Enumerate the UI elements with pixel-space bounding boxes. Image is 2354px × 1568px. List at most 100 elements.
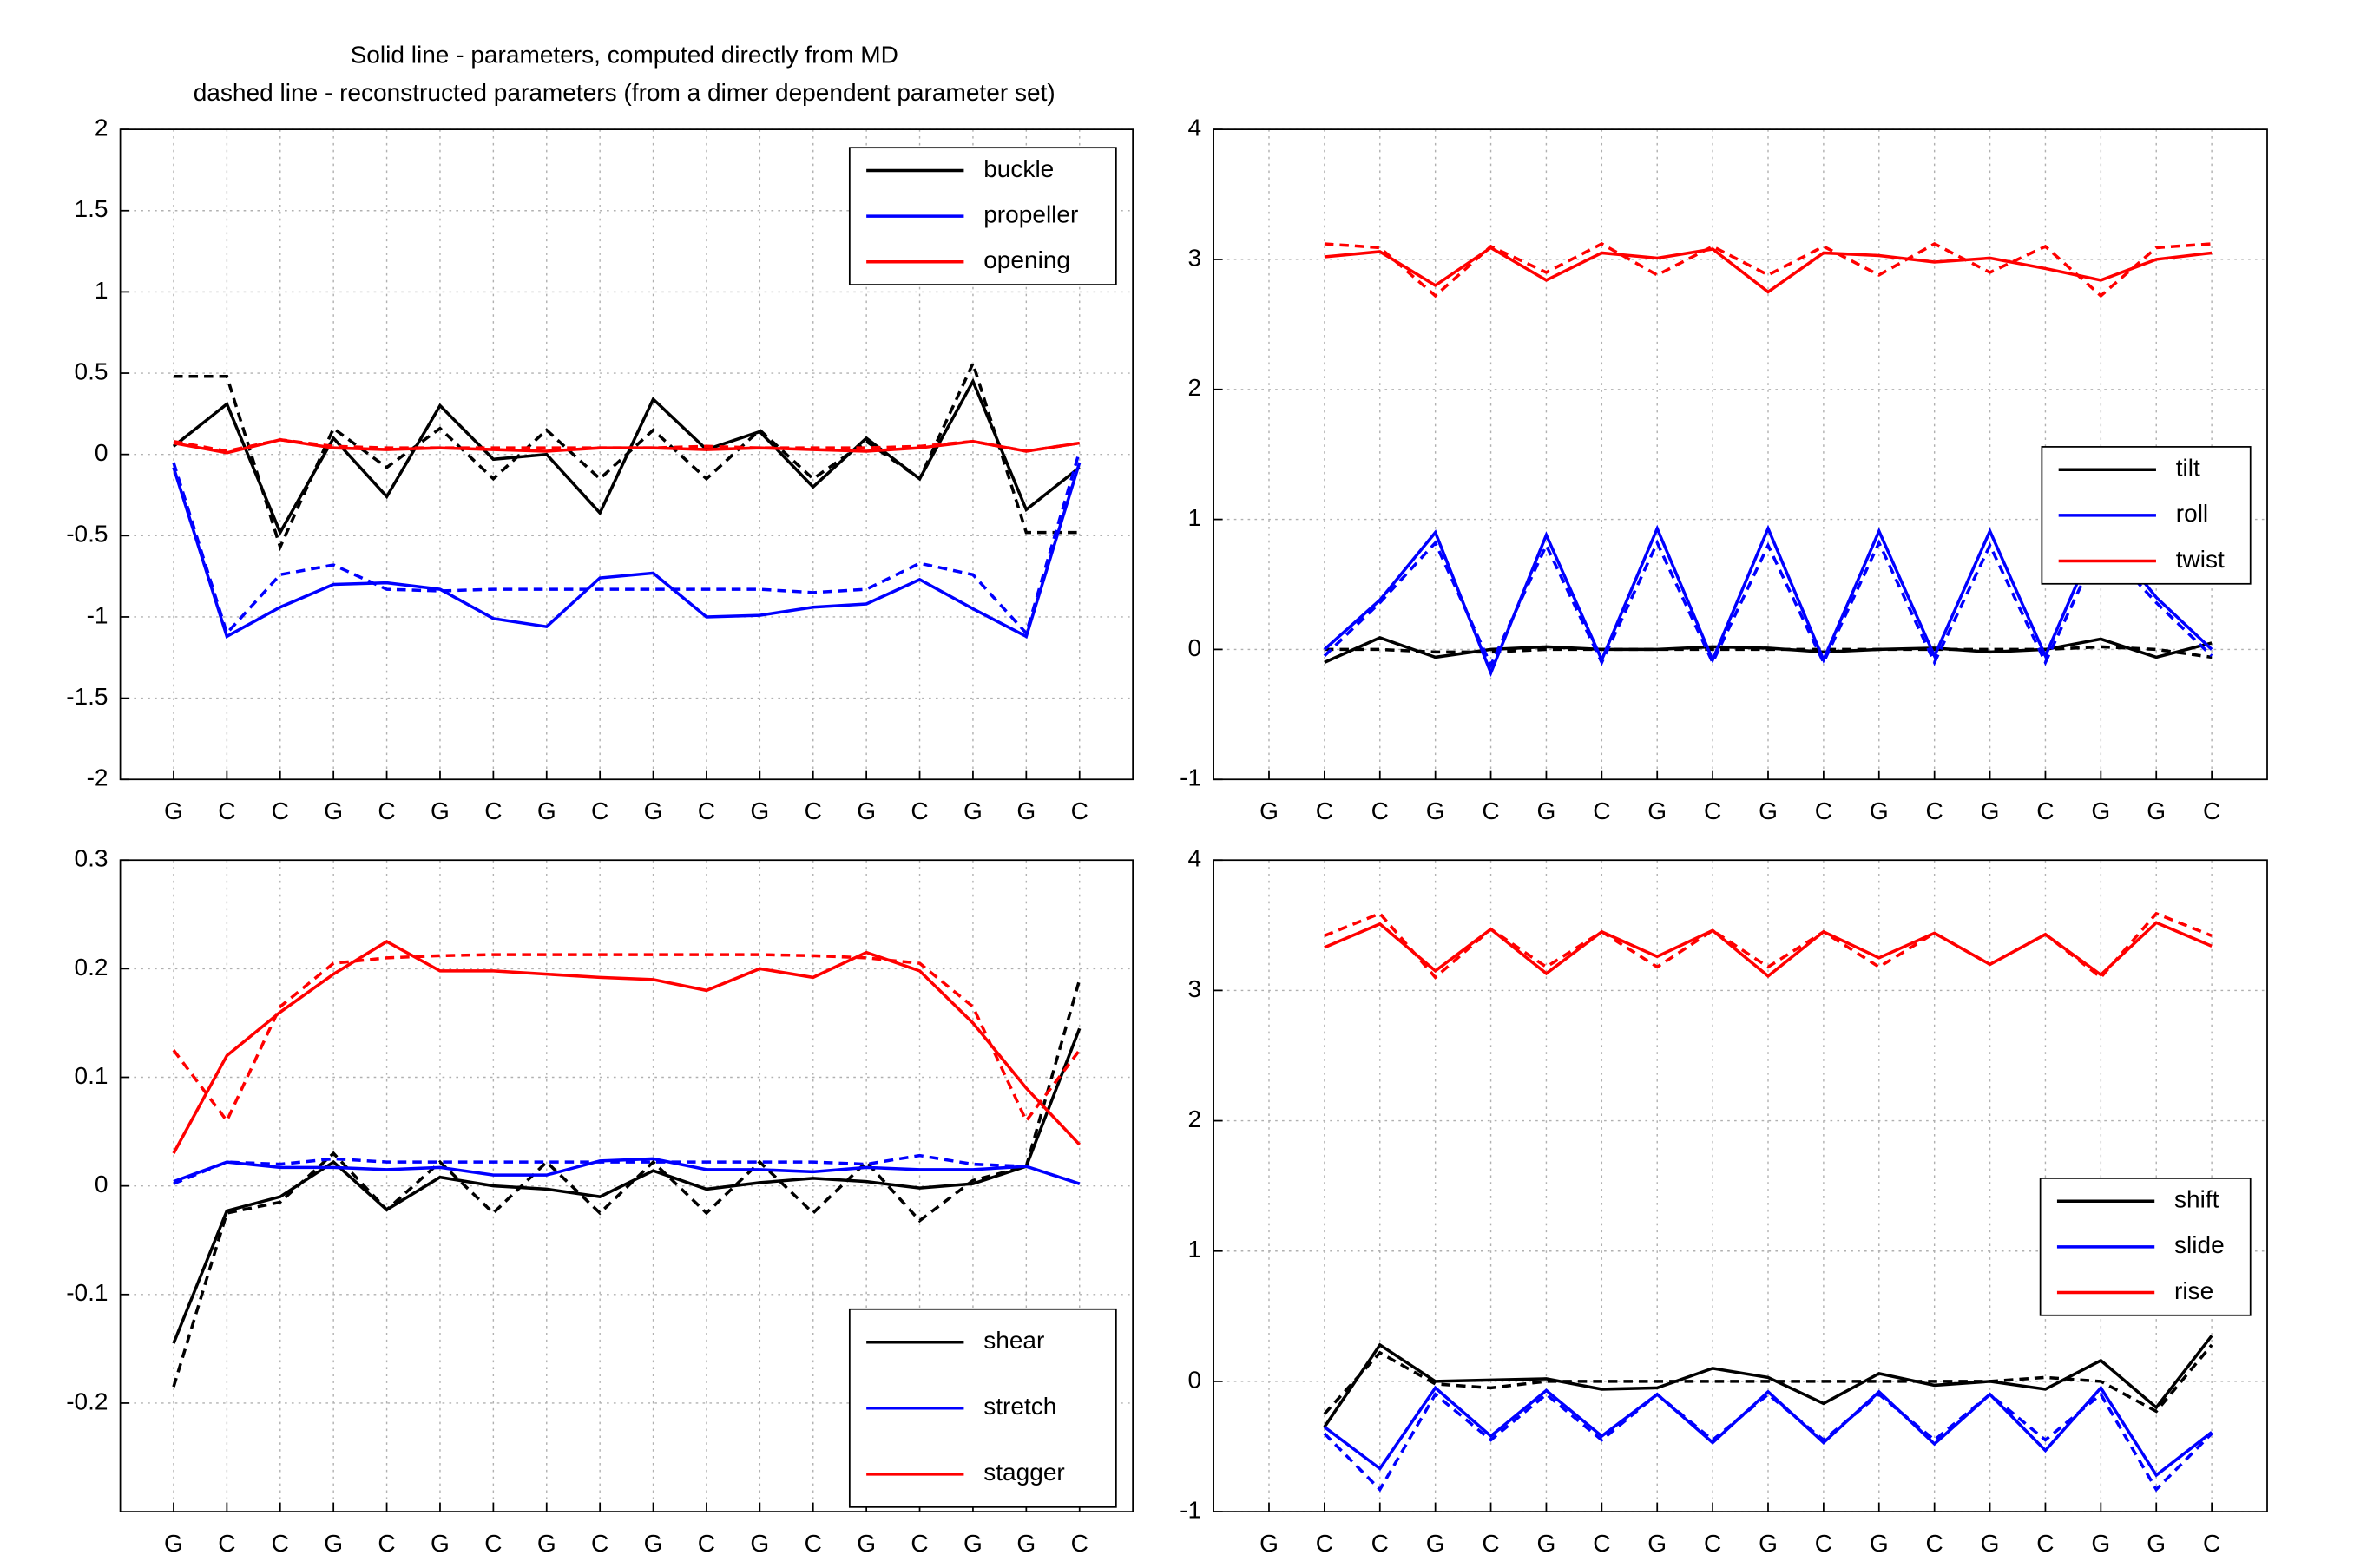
- x-tick-label: C: [1071, 1530, 1088, 1557]
- reconstructed-line: [173, 358, 1080, 552]
- y-tick-label: -0.5: [66, 521, 108, 548]
- x-tick-label: C: [272, 1530, 289, 1557]
- x-tick-label: C: [591, 797, 608, 824]
- y-tick-label: 0.2: [75, 954, 108, 981]
- x-tick-label: C: [1316, 797, 1333, 824]
- y-tick-label: 0: [1187, 634, 1201, 661]
- x-tick-label: C: [1071, 797, 1088, 824]
- legend-label: twist: [2176, 546, 2225, 573]
- series-line: [1323, 1335, 2213, 1428]
- x-tick-label: G: [644, 797, 663, 824]
- y-tick-label: 1: [1187, 504, 1201, 531]
- y-tick-label: 0: [1187, 1366, 1201, 1393]
- x-tick-label: G: [857, 1530, 876, 1557]
- x-tick-label: G: [1426, 797, 1445, 824]
- y-tick-label: 0.3: [75, 845, 108, 872]
- x-tick-label: C: [1482, 1530, 1499, 1557]
- y-tick-label: 0.5: [75, 358, 108, 384]
- y-tick-label: -2: [87, 764, 108, 791]
- y-tick-label: -1: [1180, 764, 1201, 791]
- y-tick-label: 3: [1187, 244, 1201, 271]
- y-tick-label: 0: [95, 1171, 108, 1197]
- x-tick-label: C: [484, 797, 502, 824]
- y-tick-label: -1.5: [66, 683, 108, 710]
- legend-label: propeller: [983, 201, 1078, 228]
- y-tick-label: -1: [1180, 1496, 1201, 1523]
- x-tick-label: G: [1647, 1530, 1667, 1557]
- x-tick-label: G: [324, 1530, 343, 1557]
- y-tick-label: 3: [1187, 975, 1201, 1002]
- x-tick-label: C: [2036, 1530, 2054, 1557]
- x-tick-label: G: [431, 797, 450, 824]
- x-tick-label: G: [1259, 1530, 1279, 1557]
- y-tick-label: 2: [1187, 1105, 1201, 1132]
- axes-frame: [1213, 859, 2268, 1512]
- x-tick-label: C: [911, 1530, 928, 1557]
- x-tick-label: C: [272, 797, 289, 824]
- legend-label: roll: [2176, 500, 2208, 527]
- series-line: [173, 1157, 1081, 1185]
- x-tick-label: G: [963, 1530, 983, 1557]
- legend-label: slide: [2174, 1231, 2225, 1258]
- x-tick-label: G: [750, 797, 769, 824]
- x-tick-label: C: [1371, 1530, 1389, 1557]
- axes-frame: [119, 859, 1134, 1512]
- x-tick-label: C: [1815, 1530, 1832, 1557]
- x-tick-label: C: [218, 1530, 235, 1557]
- reconstructed-line: [1324, 645, 2213, 659]
- x-tick-label: C: [591, 1530, 608, 1557]
- x-tick-label: G: [750, 1530, 769, 1557]
- reconstructed-line: [172, 979, 1082, 1388]
- x-tick-label: G: [963, 797, 983, 824]
- legend-label: shear: [983, 1327, 1044, 1354]
- y-tick-label: -0.2: [66, 1388, 108, 1414]
- reconstructed-line: [1323, 1343, 2213, 1415]
- title-line: Solid line - parameters, computed direct…: [351, 41, 898, 68]
- series-line: [1324, 246, 2213, 294]
- x-tick-label: C: [1593, 1530, 1610, 1557]
- x-tick-label: G: [1537, 1530, 1556, 1557]
- x-tick-label: C: [378, 1530, 395, 1557]
- axes-frame: [119, 128, 1134, 781]
- x-tick-label: C: [218, 797, 235, 824]
- x-tick-label: C: [2036, 797, 2054, 824]
- x-tick-label: G: [537, 797, 556, 824]
- y-tick-label: 1: [1187, 1236, 1201, 1263]
- x-tick-label: C: [1926, 797, 1943, 824]
- reconstructed-line: [173, 1153, 1081, 1185]
- y-tick-label: 2: [1187, 374, 1201, 401]
- legend-label: opening: [983, 246, 1070, 273]
- x-tick-label: C: [1316, 1530, 1333, 1557]
- x-tick-label: C: [698, 797, 715, 824]
- series-line: [1323, 1385, 2213, 1478]
- y-tick-label: 0.1: [75, 1062, 108, 1089]
- x-tick-label: G: [857, 797, 876, 824]
- x-tick-label: G: [1870, 797, 1889, 824]
- x-tick-label: G: [1426, 1530, 1445, 1557]
- y-tick-label: 4: [1187, 845, 1201, 872]
- x-tick-label: G: [537, 1530, 556, 1557]
- x-tick-label: G: [1647, 797, 1667, 824]
- x-tick-label: G: [164, 1530, 183, 1557]
- series-line: [172, 940, 1082, 1154]
- axes-frame: [1213, 128, 2268, 781]
- y-tick-label: -0.1: [66, 1279, 108, 1306]
- x-tick-label: C: [2203, 1530, 2220, 1557]
- x-tick-label: G: [644, 1530, 663, 1557]
- x-tick-label: G: [324, 797, 343, 824]
- x-tick-label: C: [1482, 797, 1499, 824]
- x-tick-label: C: [1371, 797, 1389, 824]
- x-tick-label: G: [1981, 797, 2000, 824]
- y-tick-label: -1: [87, 601, 108, 628]
- x-tick-label: G: [1870, 1530, 1889, 1557]
- reconstructed-line: [1323, 539, 2213, 669]
- title-line: dashed line - reconstructed parameters (…: [194, 79, 1055, 106]
- x-tick-label: G: [1537, 797, 1556, 824]
- y-tick-label: 4: [1187, 115, 1201, 141]
- x-tick-label: G: [1016, 797, 1036, 824]
- x-tick-label: C: [2203, 797, 2220, 824]
- legend-label: shift: [2174, 1186, 2219, 1213]
- x-tick-label: C: [1815, 797, 1832, 824]
- x-tick-label: G: [2091, 797, 2110, 824]
